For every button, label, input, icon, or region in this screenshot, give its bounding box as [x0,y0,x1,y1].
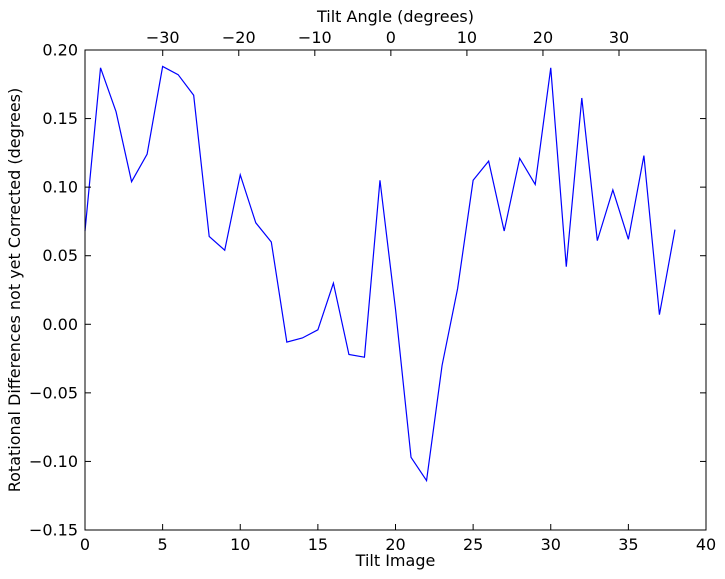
y-tick-label: −0.15 [29,521,78,540]
top-tick-label: 0 [386,28,396,47]
x-axis-label: Tilt Image [355,551,436,570]
y-tick-label: 0.00 [42,315,78,334]
top-tick-label: 30 [609,28,629,47]
series-line-0 [84,65,676,483]
x-tick-label: 5 [158,535,168,554]
top-tick-label: −20 [222,28,256,47]
y-tick-label: 0.10 [42,178,78,197]
x-tick-label: 0 [80,535,90,554]
series-layer [84,65,676,483]
x-tick-label: 20 [385,535,405,554]
top-tick-label: −30 [146,28,180,47]
y-tick-label: 0.20 [42,41,78,60]
x-tick-label: 40 [696,535,716,554]
top-tick-label: 20 [533,28,553,47]
top-tick-label: −10 [298,28,332,47]
top-tick-label: 10 [457,28,477,47]
x-tick-label: 35 [618,535,638,554]
x-tick-label: 15 [308,535,328,554]
x-tick-label: 25 [463,535,483,554]
y-tick-label: −0.05 [29,383,78,402]
y-axis-label: Rotational Differences not yet Corrected… [5,88,24,493]
ticks-layer: 0 5 10 15 20 25 30 35 40 −0.15 −0.10 −0.05 0.00 0.05 0… [29,28,716,554]
plot-area [85,50,706,530]
x-tick-label: 30 [541,535,561,554]
y-tick-label: 0.05 [42,246,78,265]
top-axis-label: Tilt Angle (degrees) [316,7,474,26]
x-tick-label: 10 [230,535,250,554]
y-tick-label: −0.10 [29,452,78,471]
plot-frame [84,49,707,531]
y-tick-label: 0.15 [42,109,78,128]
